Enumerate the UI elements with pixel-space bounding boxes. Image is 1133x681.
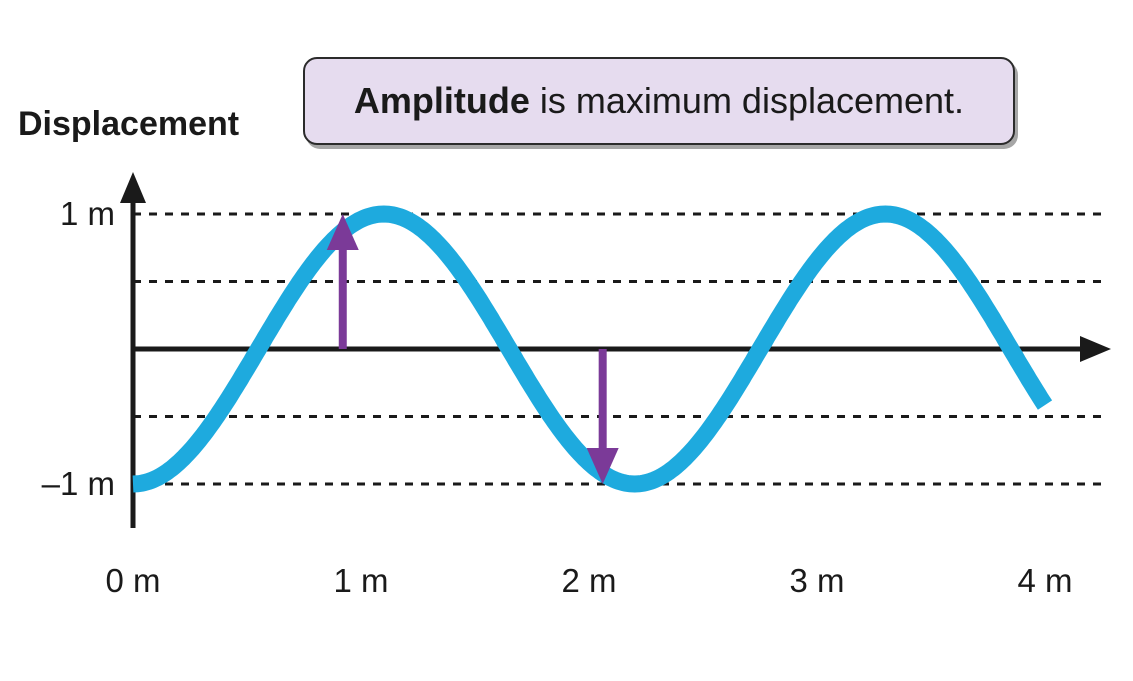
- amplitude-arrow: [586, 349, 619, 484]
- y-ticks: 1 m –1 m: [42, 195, 115, 502]
- y-axis-title: Displacement: [18, 105, 239, 143]
- y-axis-arrowhead: [120, 172, 146, 203]
- callout-definition: is maximum displacement.: [529, 80, 965, 121]
- axes: [120, 172, 1111, 528]
- x-tick-label: 3 m: [789, 562, 844, 599]
- wave-curve: [132, 205, 1053, 493]
- callout-bold-term: Amplitude: [353, 80, 530, 121]
- amplitude-arrow-head: [326, 214, 359, 250]
- x-tick-label: 0 m: [105, 562, 160, 599]
- x-tick-label: 2 m: [561, 562, 616, 599]
- y-tick-label: –1 m: [42, 465, 115, 502]
- x-ticks: 0 m 1 m 2 m 3 m 4 m: [105, 562, 1072, 599]
- wave: [132, 205, 1053, 493]
- amplitude-arrow: [326, 214, 359, 349]
- amplitude-arrow-head: [586, 448, 619, 484]
- x-tick-label: 4 m: [1017, 562, 1072, 599]
- amplitude-arrows: [326, 214, 619, 484]
- x-axis-arrowhead: [1080, 336, 1111, 362]
- amplitude-callout: Amplitude is maximum displacement.: [303, 57, 1015, 145]
- x-tick-label: 1 m: [333, 562, 388, 599]
- y-tick-label: 1 m: [60, 195, 115, 232]
